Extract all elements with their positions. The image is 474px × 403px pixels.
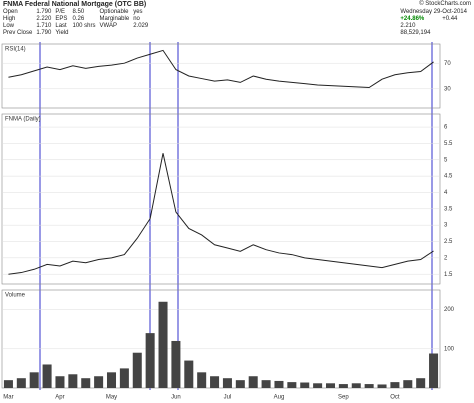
volume-bar: [338, 384, 348, 388]
panel-frame: [1, 113, 441, 285]
date: Wednesday 29-Oct-2014: [400, 9, 467, 15]
quote-table: Open 1.790 P/E 8.50 Optionable yes High 2.220 EP…: [3, 9, 152, 37]
volume-bar: [210, 376, 220, 388]
x-tick-label: Apr: [55, 395, 64, 401]
volume-bar: [429, 353, 439, 388]
quote-cell: Marginable: [99, 16, 130, 22]
quote-cell: Optionable: [99, 9, 129, 15]
quote-cell: Prev Close: [3, 30, 33, 36]
volume-bar: [377, 384, 387, 388]
x-tick-label: Oct: [390, 395, 400, 401]
quote-cell: Last: [55, 23, 67, 29]
x-tick-label: Jun: [171, 395, 181, 401]
volume-bar: [235, 380, 245, 388]
price-line: [8, 153, 434, 275]
chg: +0.44: [442, 16, 458, 22]
panel-frame: [1, 289, 441, 389]
quote-cell: 2.220: [36, 16, 52, 22]
quote-cell: P/E: [55, 9, 66, 15]
quote-cell: 1.790: [36, 9, 52, 15]
quote-cell: Yield: [55, 30, 69, 36]
quote-cell: 100 shrs: [72, 23, 96, 29]
volume-bar: [3, 380, 13, 388]
close: 2.210: [400, 23, 416, 29]
quote-cell: High: [3, 16, 16, 22]
volume-bar: [403, 380, 413, 388]
x-tick-label: Mar: [3, 395, 13, 401]
x-tick-label: May: [106, 395, 117, 401]
volume-bar: [287, 382, 297, 388]
volume-bar: [132, 352, 142, 388]
panel-title: FNMA (Daily): [5, 117, 41, 123]
y-tick-label: 200: [444, 307, 455, 313]
change-pct: +24.86%: [400, 16, 425, 22]
y-tick-label: 5: [444, 157, 448, 163]
quote-cell: Low: [3, 23, 15, 29]
header: FNMA Federal National Mortgage (OTC BB) …: [0, 0, 474, 40]
panel-title: Volume: [5, 293, 26, 299]
volume-bar: [16, 378, 26, 388]
quote-cell: EPS: [55, 16, 68, 22]
quote-cell: no: [133, 16, 140, 22]
source: © StockCharts.com: [419, 1, 471, 7]
quote-cell: 1.710: [36, 23, 52, 29]
y-tick-label: 2.5: [444, 239, 453, 245]
y-tick-label: 5.5: [444, 141, 453, 147]
y-tick-label: 1.5: [444, 272, 453, 278]
y-tick-label: 3.5: [444, 206, 453, 212]
volume-bar: [145, 333, 155, 388]
quote-cell: VWAP: [99, 23, 117, 29]
volume-bar: [364, 384, 374, 388]
volume-bar: [42, 364, 52, 388]
x-tick-label: Aug: [274, 395, 285, 401]
volume-bar: [313, 383, 323, 388]
quote-cell: 0.26: [72, 16, 85, 22]
panel-frame: [1, 43, 441, 109]
y-tick-label: 3: [444, 223, 448, 229]
volume-bar: [300, 382, 310, 388]
volume-bar: [222, 378, 232, 388]
volume-bar: [184, 360, 194, 388]
y-tick-label: 100: [444, 346, 455, 352]
quote-cell: yes: [133, 9, 143, 15]
volume-bar: [94, 376, 104, 388]
quote-cell: 8.50: [72, 9, 85, 15]
volume-bar: [29, 372, 39, 388]
volume-bar: [81, 378, 91, 388]
volume-bar: [248, 376, 258, 388]
x-tick-label: Jul: [224, 395, 232, 401]
volume-bar: [261, 380, 271, 388]
volume-bar: [416, 378, 426, 388]
y-tick-label: 6: [444, 125, 448, 131]
quote-cell: 2.029: [133, 23, 149, 29]
volume-bar: [197, 372, 207, 388]
volume-bar: [351, 383, 361, 388]
y-tick-label: 2: [444, 255, 448, 261]
volume-bar: [325, 383, 336, 388]
quote-cell: Open: [3, 9, 18, 15]
volume-bar: [68, 374, 78, 388]
title: FNMA Federal National Mortgage (OTC BB): [3, 1, 147, 8]
volume-bar: [158, 301, 168, 388]
volume-bar: [55, 376, 65, 388]
y-tick-label: 4: [444, 190, 448, 196]
volume-bar: [274, 380, 284, 388]
y-tick-label: 30: [444, 86, 451, 92]
volume-bar: [390, 382, 400, 388]
quote-cell: 1.790: [36, 30, 52, 36]
x-tick-label: Sep: [338, 395, 349, 401]
panel-title: RSI(14): [5, 47, 26, 53]
volume-bar: [171, 340, 181, 388]
price-line: [8, 49, 434, 89]
y-tick-label: 4.5: [444, 174, 453, 180]
volume-bar: [106, 372, 117, 388]
quote-summary: Wednesday 29-Oct-2014 +24.86% +0.44 2.210…: [400, 9, 471, 37]
volume: 88,529,194: [400, 30, 431, 36]
y-tick-label: 70: [444, 61, 451, 67]
volume-bar: [119, 368, 129, 388]
